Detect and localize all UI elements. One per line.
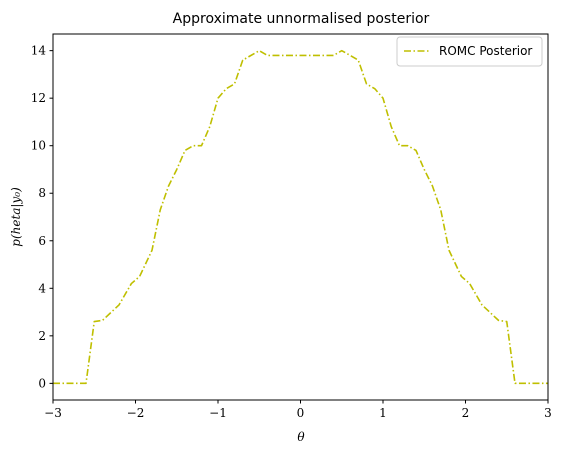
x-tick-label: 2 [462, 406, 470, 420]
y-tick-label: 2 [38, 329, 46, 343]
y-tick-label: 12 [31, 91, 46, 105]
x-tick-label: 0 [297, 406, 305, 420]
y-tick-label: 10 [31, 139, 46, 153]
y-tick-label: 6 [38, 234, 46, 248]
legend-box [396, 36, 543, 67]
legend: ROMC Posterior [396, 36, 543, 67]
y-axis-ticks: 0 2 4 6 8 10 12 14 [31, 44, 53, 390]
y-tick-label: 8 [38, 186, 46, 200]
plot-area [53, 49, 548, 385]
x-tick-label: 3 [544, 406, 552, 420]
x-tick-label: 1 [379, 406, 387, 420]
x-axis-ticks: −3 −2 −1 0 1 2 3 [44, 400, 552, 420]
x-tick-label: −3 [44, 406, 62, 420]
chart-title: Approximate unnormalised posterior [173, 11, 430, 27]
series-line-0 [53, 49, 548, 385]
legend-label: ROMC Posterior [439, 44, 532, 58]
y-tick-label: 4 [38, 281, 46, 295]
x-tick-label: −1 [209, 406, 227, 420]
x-tick-label: −2 [127, 406, 145, 420]
y-tick-label: 14 [31, 44, 47, 58]
x-axis-label: θ [297, 430, 305, 444]
y-axis-label: p(heta|y₀) [9, 187, 23, 247]
y-tick-label: 0 [38, 376, 46, 390]
